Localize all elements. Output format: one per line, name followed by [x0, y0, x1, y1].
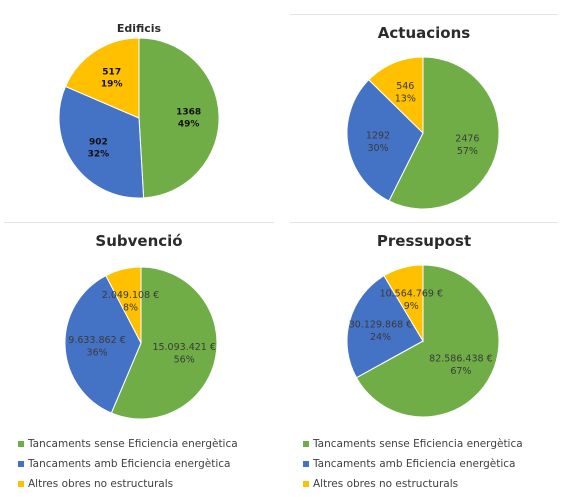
divider — [290, 222, 558, 223]
divider — [290, 14, 558, 15]
pie-slice-altres-obres-no-estructurals — [383, 264, 424, 343]
legend-item: Altres obres no estructurals — [18, 474, 238, 494]
data-label-value: 1368 — [176, 108, 201, 118]
legend-label: Tancaments sense Eficiencia energètica — [313, 438, 523, 450]
legend-item: Tancaments sense Eficiencia energètica — [303, 434, 523, 454]
data-label-percent: 9% — [404, 301, 419, 312]
pie-slice-tancaments-amb-eficiencia-energetica — [64, 274, 142, 414]
legend-right: Tancaments sense Eficiencia energètica T… — [303, 434, 523, 494]
pie-slice-altres-obres-no-estructurals — [64, 37, 140, 119]
legend-swatch-green — [303, 441, 309, 447]
data-label-percent: 57% — [457, 146, 478, 157]
data-label-percent: 30% — [367, 143, 388, 154]
legend-label: Altres obres no estructurals — [28, 478, 174, 490]
data-label-percent: 32% — [88, 150, 110, 160]
data-label-percent: 19% — [101, 80, 123, 90]
pie-slice-tancaments-amb-eficiencia-energetica — [346, 79, 424, 202]
data-label-percent: 8% — [123, 303, 138, 314]
data-label-value: 15.093.421 € — [152, 342, 215, 353]
data-label-percent: 13% — [395, 94, 416, 105]
pie-slice-tancaments-sense-eficiencia-energetica — [355, 264, 500, 418]
legend-left: Tancaments sense Eficiencia energètica T… — [18, 434, 238, 494]
data-label-value: 2476 — [455, 134, 479, 145]
legend-item: Tancaments amb Eficiencia energètica — [18, 454, 238, 474]
data-label-percent: 36% — [86, 347, 107, 358]
data-label-value: 1292 — [366, 131, 390, 142]
pie-slice-tancaments-amb-eficiencia-energetica — [58, 85, 145, 199]
pie-slice-altres-obres-no-estructurals — [368, 56, 424, 135]
chart-title: Subvenció — [95, 232, 183, 250]
data-label-value: 9.633.862 € — [68, 335, 125, 346]
legend-swatch-yellow — [18, 481, 24, 487]
data-label-percent: 56% — [174, 354, 195, 365]
data-label-value: 82.586.438 € — [429, 353, 492, 364]
pie-pressupost: 82.586.438 € 67% 30.129.868 €24% 10.564.769… — [346, 264, 500, 418]
chart-pressupost: Pressupost 82.586.438 € 67% 30.129.868 €24… — [290, 222, 558, 432]
chart-actuacions: Actuacions 2476 57% 1292 30% 546 13% — [290, 14, 558, 214]
data-label-value: 517 — [102, 68, 121, 78]
pie-subvencio: 15.093.421 €56% 9.633.862 €36% 2.049.108 €… — [64, 266, 218, 420]
legend-swatch-blue — [303, 461, 309, 467]
legend-label: Tancaments amb Eficiencia energètica — [313, 458, 516, 470]
legend-item: Tancaments amb Eficiencia energètica — [303, 454, 523, 474]
legend-item: Tancaments sense Eficiencia energètica — [18, 434, 238, 454]
data-label-percent: 49% — [178, 120, 200, 130]
data-label-value: 2.049.108 € — [102, 290, 159, 301]
legend-label: Tancaments amb Eficiencia energètica — [28, 458, 231, 470]
data-label-value: 30.129.868 € — [349, 320, 412, 331]
chart-title: Actuacions — [377, 24, 471, 42]
data-label-percent: 67% — [450, 366, 471, 377]
pie-slice-tancaments-sense-eficiencia-energetica — [110, 266, 218, 420]
pie-slice-tancaments-sense-eficiencia-energetica — [388, 56, 500, 210]
divider — [4, 222, 274, 223]
legend-swatch-green — [18, 441, 24, 447]
legend-label: Tancaments sense Eficiencia energètica — [28, 438, 238, 450]
chart-edificis: Edificis 1368 49% 902 32% 517 19% — [4, 12, 274, 212]
pie-slice-altres-obres-no-estructurals — [105, 266, 142, 344]
chart-subvencio: Subvenció 15.093.421 €56% 9.633.862 €36% 2… — [4, 222, 274, 432]
chart-title: Pressupost — [376, 232, 472, 250]
data-label-value: 902 — [89, 138, 108, 148]
data-label-value: 10.564.769 € — [380, 289, 443, 300]
pie-slice-tancaments-amb-eficiencia-energetica — [346, 275, 424, 379]
data-label-value: 546 — [396, 81, 414, 92]
data-label-percent: 24% — [370, 332, 391, 343]
legend-item: Altres obres no estructurals — [303, 474, 523, 494]
legend-swatch-yellow — [303, 481, 309, 487]
pie-slice-tancaments-sense-eficiencia-energetica — [138, 37, 220, 199]
pie-edificis: 1368 49% 902 32% 517 19% — [58, 37, 220, 199]
chart-title: Edificis — [116, 22, 162, 35]
legend-swatch-blue — [18, 461, 24, 467]
legend-label: Altres obres no estructurals — [313, 478, 459, 490]
